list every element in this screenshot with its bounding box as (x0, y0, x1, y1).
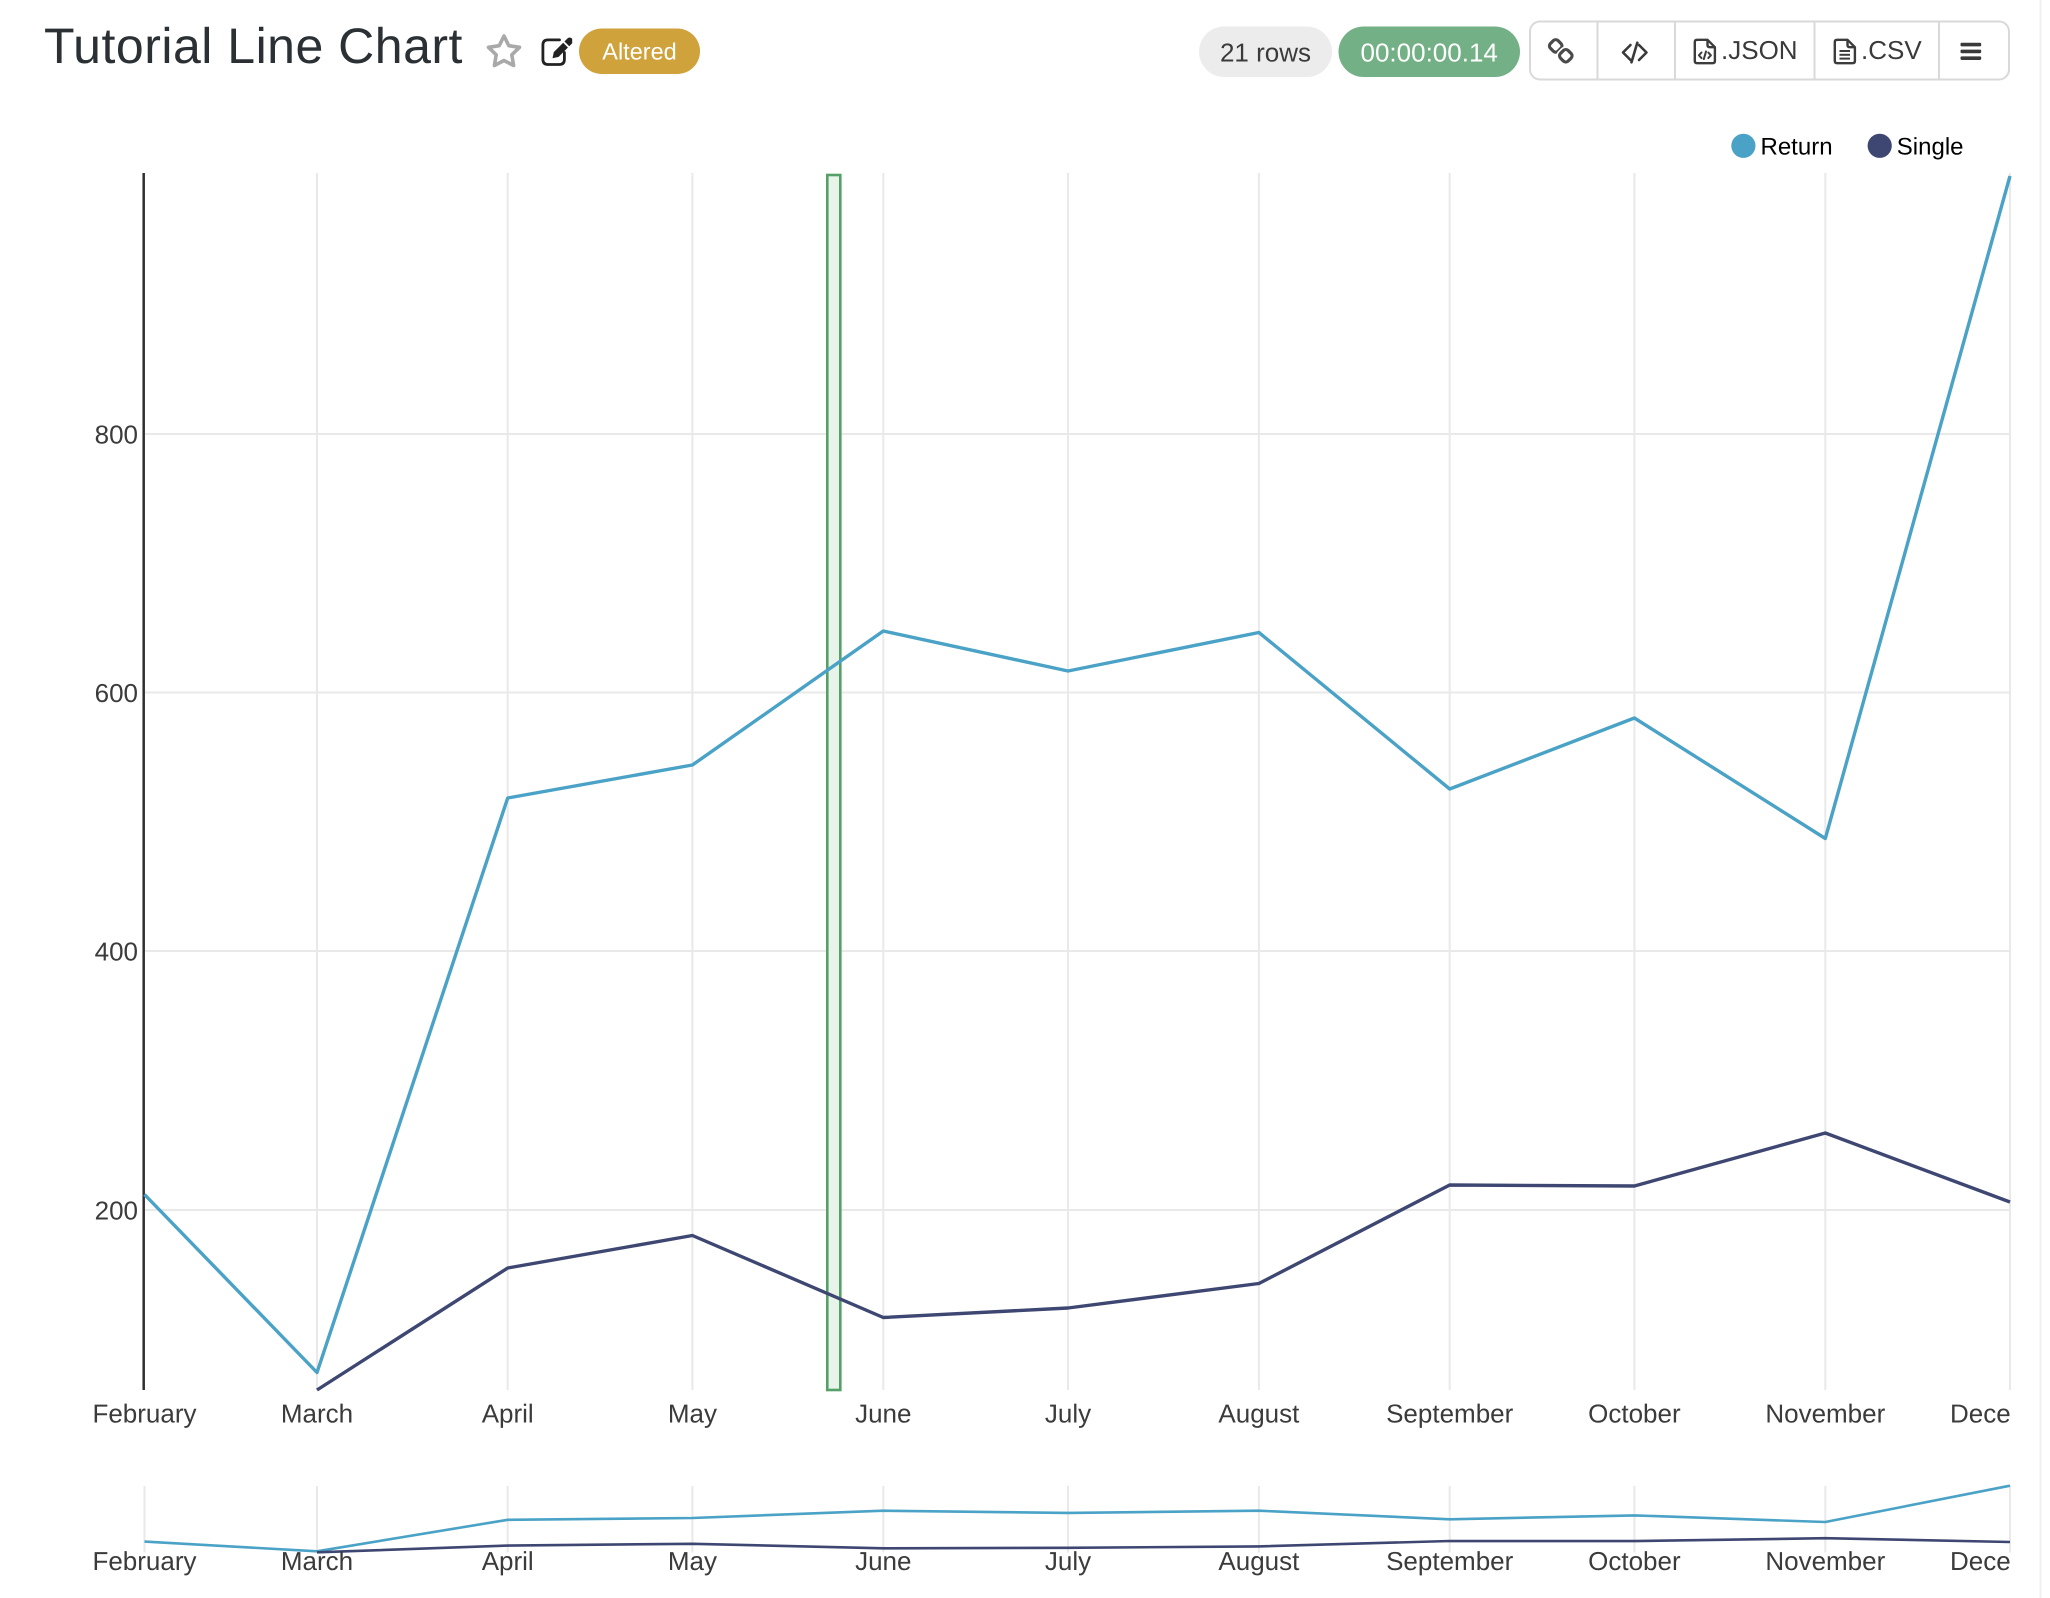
svg-text:July: July (1045, 1546, 1091, 1576)
svg-text:Tutorial Line Chart: Tutorial Line Chart (44, 18, 463, 74)
svg-text:400: 400 (95, 937, 138, 967)
svg-text:00:00:00.14: 00:00:00.14 (1361, 38, 1498, 68)
svg-text:December: December (1950, 1546, 2050, 1576)
svg-text:August: August (1218, 1398, 1300, 1428)
svg-text:Altered: Altered (602, 39, 676, 65)
svg-text:March: March (281, 1398, 353, 1428)
svg-text:600: 600 (95, 678, 138, 708)
svg-text:September: September (1386, 1398, 1514, 1428)
svg-text:September: September (1386, 1546, 1514, 1576)
svg-text:April: April (482, 1546, 534, 1576)
svg-text:.CSV: .CSV (1861, 35, 1922, 65)
svg-text:Return: Return (1761, 133, 1833, 160)
svg-text:21 rows: 21 rows (1220, 38, 1311, 68)
svg-text:February: February (92, 1398, 196, 1428)
svg-text:August: August (1218, 1546, 1300, 1576)
svg-text:November: November (1765, 1546, 1885, 1576)
svg-text:June: June (855, 1398, 911, 1428)
svg-text:200: 200 (95, 1196, 138, 1226)
svg-text:.JSON: .JSON (1721, 35, 1798, 65)
svg-text:March: March (281, 1546, 353, 1576)
svg-text:July: July (1045, 1398, 1091, 1428)
svg-text:800: 800 (95, 420, 138, 450)
svg-text:October: October (1588, 1398, 1681, 1428)
svg-text:February: February (92, 1546, 196, 1576)
svg-text:November: November (1765, 1398, 1885, 1428)
svg-text:May: May (668, 1398, 717, 1428)
svg-text:December: December (1950, 1398, 2050, 1428)
svg-text:June: June (855, 1546, 911, 1576)
svg-text:April: April (482, 1398, 534, 1428)
svg-text:October: October (1588, 1546, 1681, 1576)
svg-text:Single: Single (1897, 133, 1964, 160)
svg-text:May: May (668, 1546, 717, 1576)
